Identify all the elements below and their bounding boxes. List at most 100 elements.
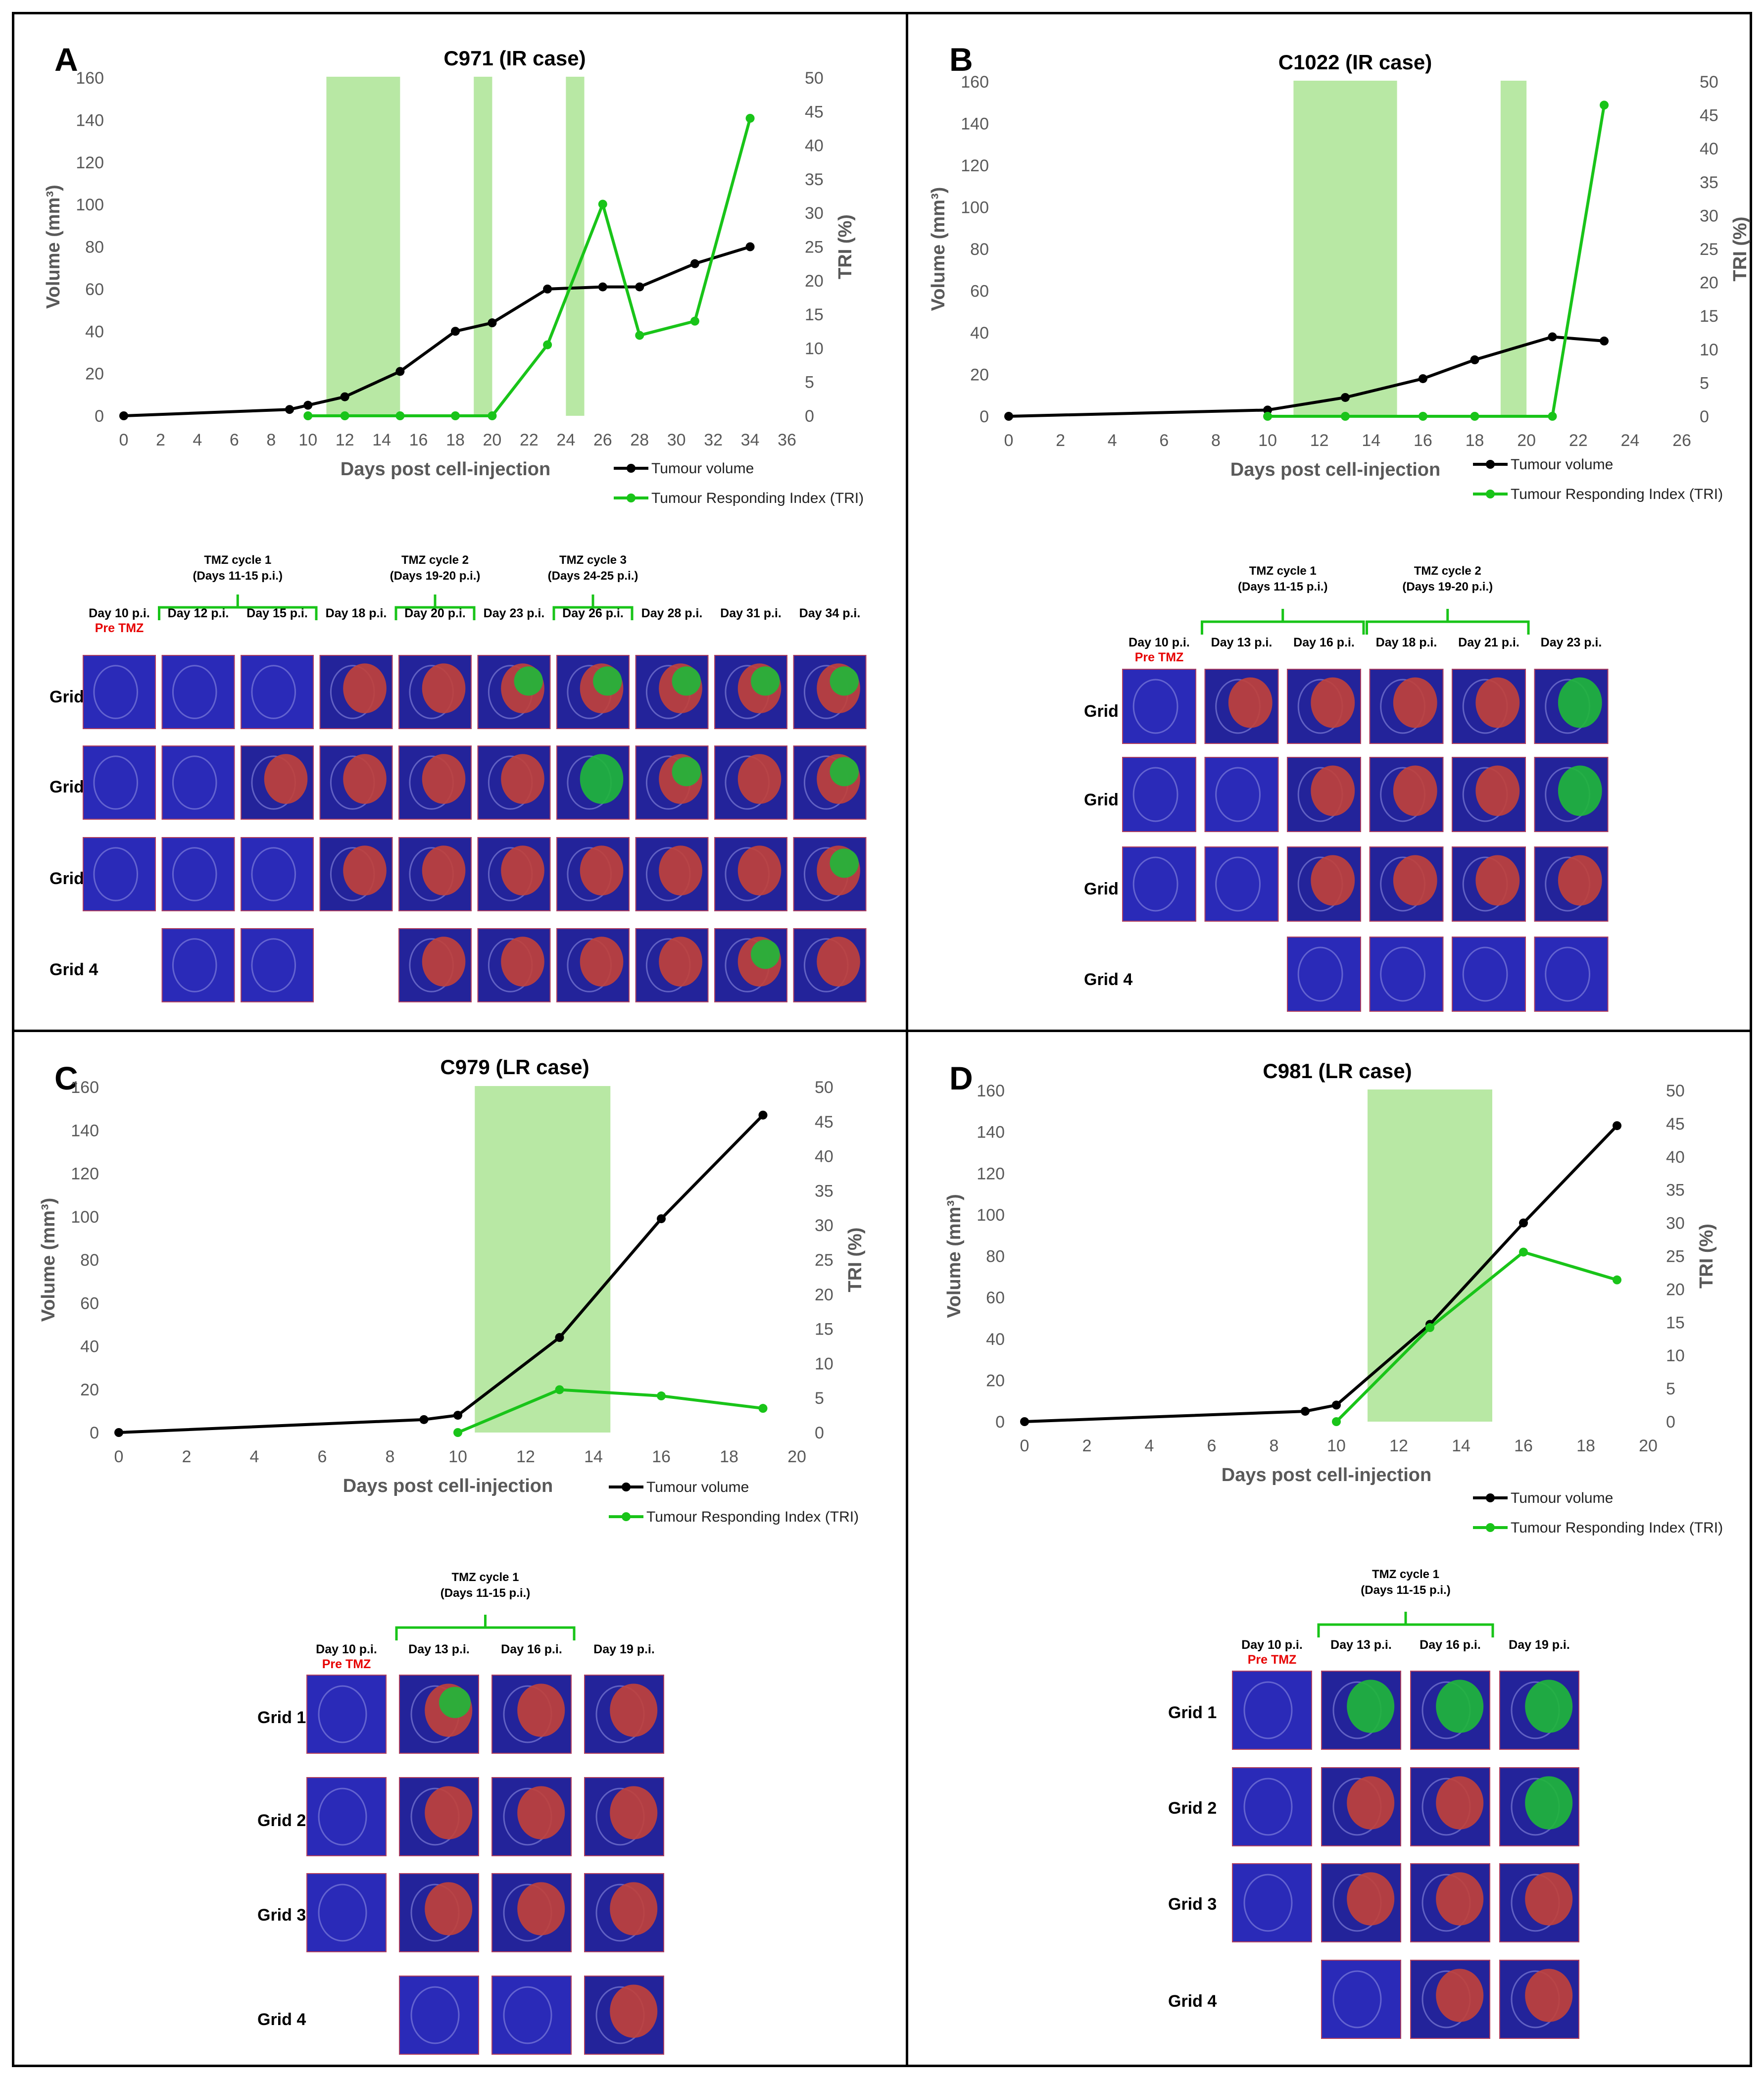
panel-divider-vertical <box>906 12 908 2067</box>
mri-thumbnail <box>161 655 235 729</box>
grid-row-label: Grid 1 <box>1168 1703 1217 1722</box>
x-tick-label: 6 <box>1159 431 1169 450</box>
y-axis-label: Volume (mm³) <box>928 187 949 311</box>
y2-tick-label: 35 <box>815 1182 833 1200</box>
tumour-overlay <box>264 754 308 804</box>
y2-tick-label: 30 <box>815 1216 833 1235</box>
tri-point <box>543 340 552 349</box>
tumour-overlay <box>1436 1969 1484 2022</box>
legend-label-volume: Tumour volume <box>1511 456 1613 473</box>
tumour-overlay <box>1347 1776 1395 1830</box>
y-tick-label: 80 <box>970 240 989 259</box>
day-label: Day 34 p.i. <box>799 606 861 620</box>
volume-point <box>1301 1407 1310 1416</box>
tumour-overlay <box>580 937 624 987</box>
day-label: Day 21 p.i. <box>1458 636 1519 649</box>
y2-axis-label: TRI (%) <box>835 214 856 279</box>
mri-thumbnail <box>83 837 156 911</box>
y-tick-label: 20 <box>986 1371 1005 1390</box>
day-label: Day 13 p.i. <box>408 1642 470 1656</box>
responding-overlay <box>830 848 859 878</box>
day-label: Day 10 p.i. <box>1128 636 1190 649</box>
y-tick-label: 120 <box>71 1165 99 1184</box>
mri-thumbnail <box>1204 846 1279 922</box>
panel-a: A C971 (IR case) 0 20 40 60 80 100 120 140 160 0 5 1… <box>15 15 901 1025</box>
grid-row-label: Grid 2 <box>257 1811 306 1830</box>
mri-brain-outline <box>1132 856 1178 912</box>
pre-tmz-label: Pre TMZ <box>95 621 144 635</box>
x-tick-label: 0 <box>1020 1436 1029 1455</box>
x-tick-label: 18 <box>1466 431 1484 450</box>
y2-tick-label: 50 <box>1666 1082 1685 1100</box>
tumour-overlay <box>1393 855 1437 906</box>
day-label: Day 13 p.i. <box>1211 636 1273 649</box>
tmz-cycle-title: TMZ cycle 1 <box>451 1571 519 1584</box>
grid-row-label: Grid 2 <box>1168 1799 1217 1818</box>
tumour-overlay <box>659 845 702 895</box>
tmz-band-1 <box>326 77 400 416</box>
tumour-overlay <box>817 937 860 987</box>
mri-brain-outline <box>1132 767 1178 822</box>
mri-brain-outline <box>93 847 138 901</box>
volume-point <box>285 405 294 414</box>
x-tick-label: 0 <box>119 431 129 449</box>
tumour-overlay <box>501 845 544 895</box>
day-label: Day 10 p.i. <box>89 606 150 620</box>
mri-brain-outline <box>172 847 217 901</box>
x-tick-label: 22 <box>520 431 539 449</box>
volume-point <box>488 318 497 328</box>
y2-tick-label: 15 <box>805 305 824 324</box>
mri-thumbnail <box>306 1873 387 1952</box>
mri-brain-outline <box>1243 1681 1293 1739</box>
tumour-overlay <box>422 845 466 895</box>
mri-brain-outline <box>93 665 138 719</box>
day-label: Day 13 p.i. <box>1330 1638 1392 1652</box>
y2-tick-label: 40 <box>815 1147 833 1166</box>
tumour-overlay <box>422 937 466 987</box>
tumour-overlay <box>1525 1969 1573 2022</box>
y-tick-label: 140 <box>71 1121 99 1140</box>
tri-point <box>598 199 607 209</box>
x-tick-label: 18 <box>720 1447 738 1466</box>
tmz-cycle-bracket <box>394 594 476 620</box>
mri-brain-outline <box>1297 946 1343 1002</box>
tumour-overlay <box>1558 855 1602 906</box>
panel-letter: A <box>54 41 78 78</box>
y2-tick-label: 15 <box>1700 307 1718 326</box>
y-tick-label: 0 <box>90 1424 99 1442</box>
grid-row-label: Grid 3 <box>257 1906 306 1925</box>
y2-tick-label: 25 <box>805 238 824 257</box>
day-label: Day 10 p.i. <box>1241 1638 1303 1652</box>
tmz-cycle-days: (Days 19-20 p.i.) <box>1402 580 1493 594</box>
y-tick-label: 40 <box>970 324 989 343</box>
y-tick-label: 60 <box>970 282 989 301</box>
day-label: Day 16 p.i. <box>501 1642 562 1656</box>
volume-point <box>690 259 699 268</box>
mri-thumbnail <box>83 745 156 820</box>
mri-brain-outline <box>1545 946 1590 1002</box>
y2-tick-label: 10 <box>1666 1346 1685 1365</box>
chart-panel-b: C1022 (IR case)0204060801001201401600510… <box>928 50 1751 1012</box>
tmz-band-2 <box>474 77 492 416</box>
y2-tick-label: 0 <box>1666 1413 1675 1432</box>
mri-thumbnail <box>83 655 156 729</box>
y-tick-label: 160 <box>71 1078 99 1097</box>
tri-point <box>690 316 699 326</box>
x-axis-label: Days post cell-injection <box>1222 1465 1431 1485</box>
volume-point <box>1470 355 1479 364</box>
y2-tick-label: 35 <box>1666 1181 1685 1200</box>
x-tick-label: 26 <box>593 431 612 449</box>
y2-tick-label: 40 <box>1666 1148 1685 1167</box>
y-tick-label: 100 <box>76 196 104 214</box>
panel-c: C C979 (LR case) 0 20 40 60 80 100 120 140 160 0 5 1… <box>15 1034 901 2055</box>
responding-overlay <box>672 666 701 696</box>
volume-point <box>303 400 313 410</box>
tumour-overlay <box>343 663 387 713</box>
tri-point <box>1519 1247 1528 1257</box>
tri-point <box>1613 1275 1621 1285</box>
y2-tick-label: 5 <box>1666 1380 1675 1398</box>
day-label: Day 19 p.i. <box>1509 1638 1570 1652</box>
tumour-overlay <box>610 1683 658 1737</box>
volume-point <box>1263 405 1273 415</box>
tri-point <box>451 411 460 420</box>
